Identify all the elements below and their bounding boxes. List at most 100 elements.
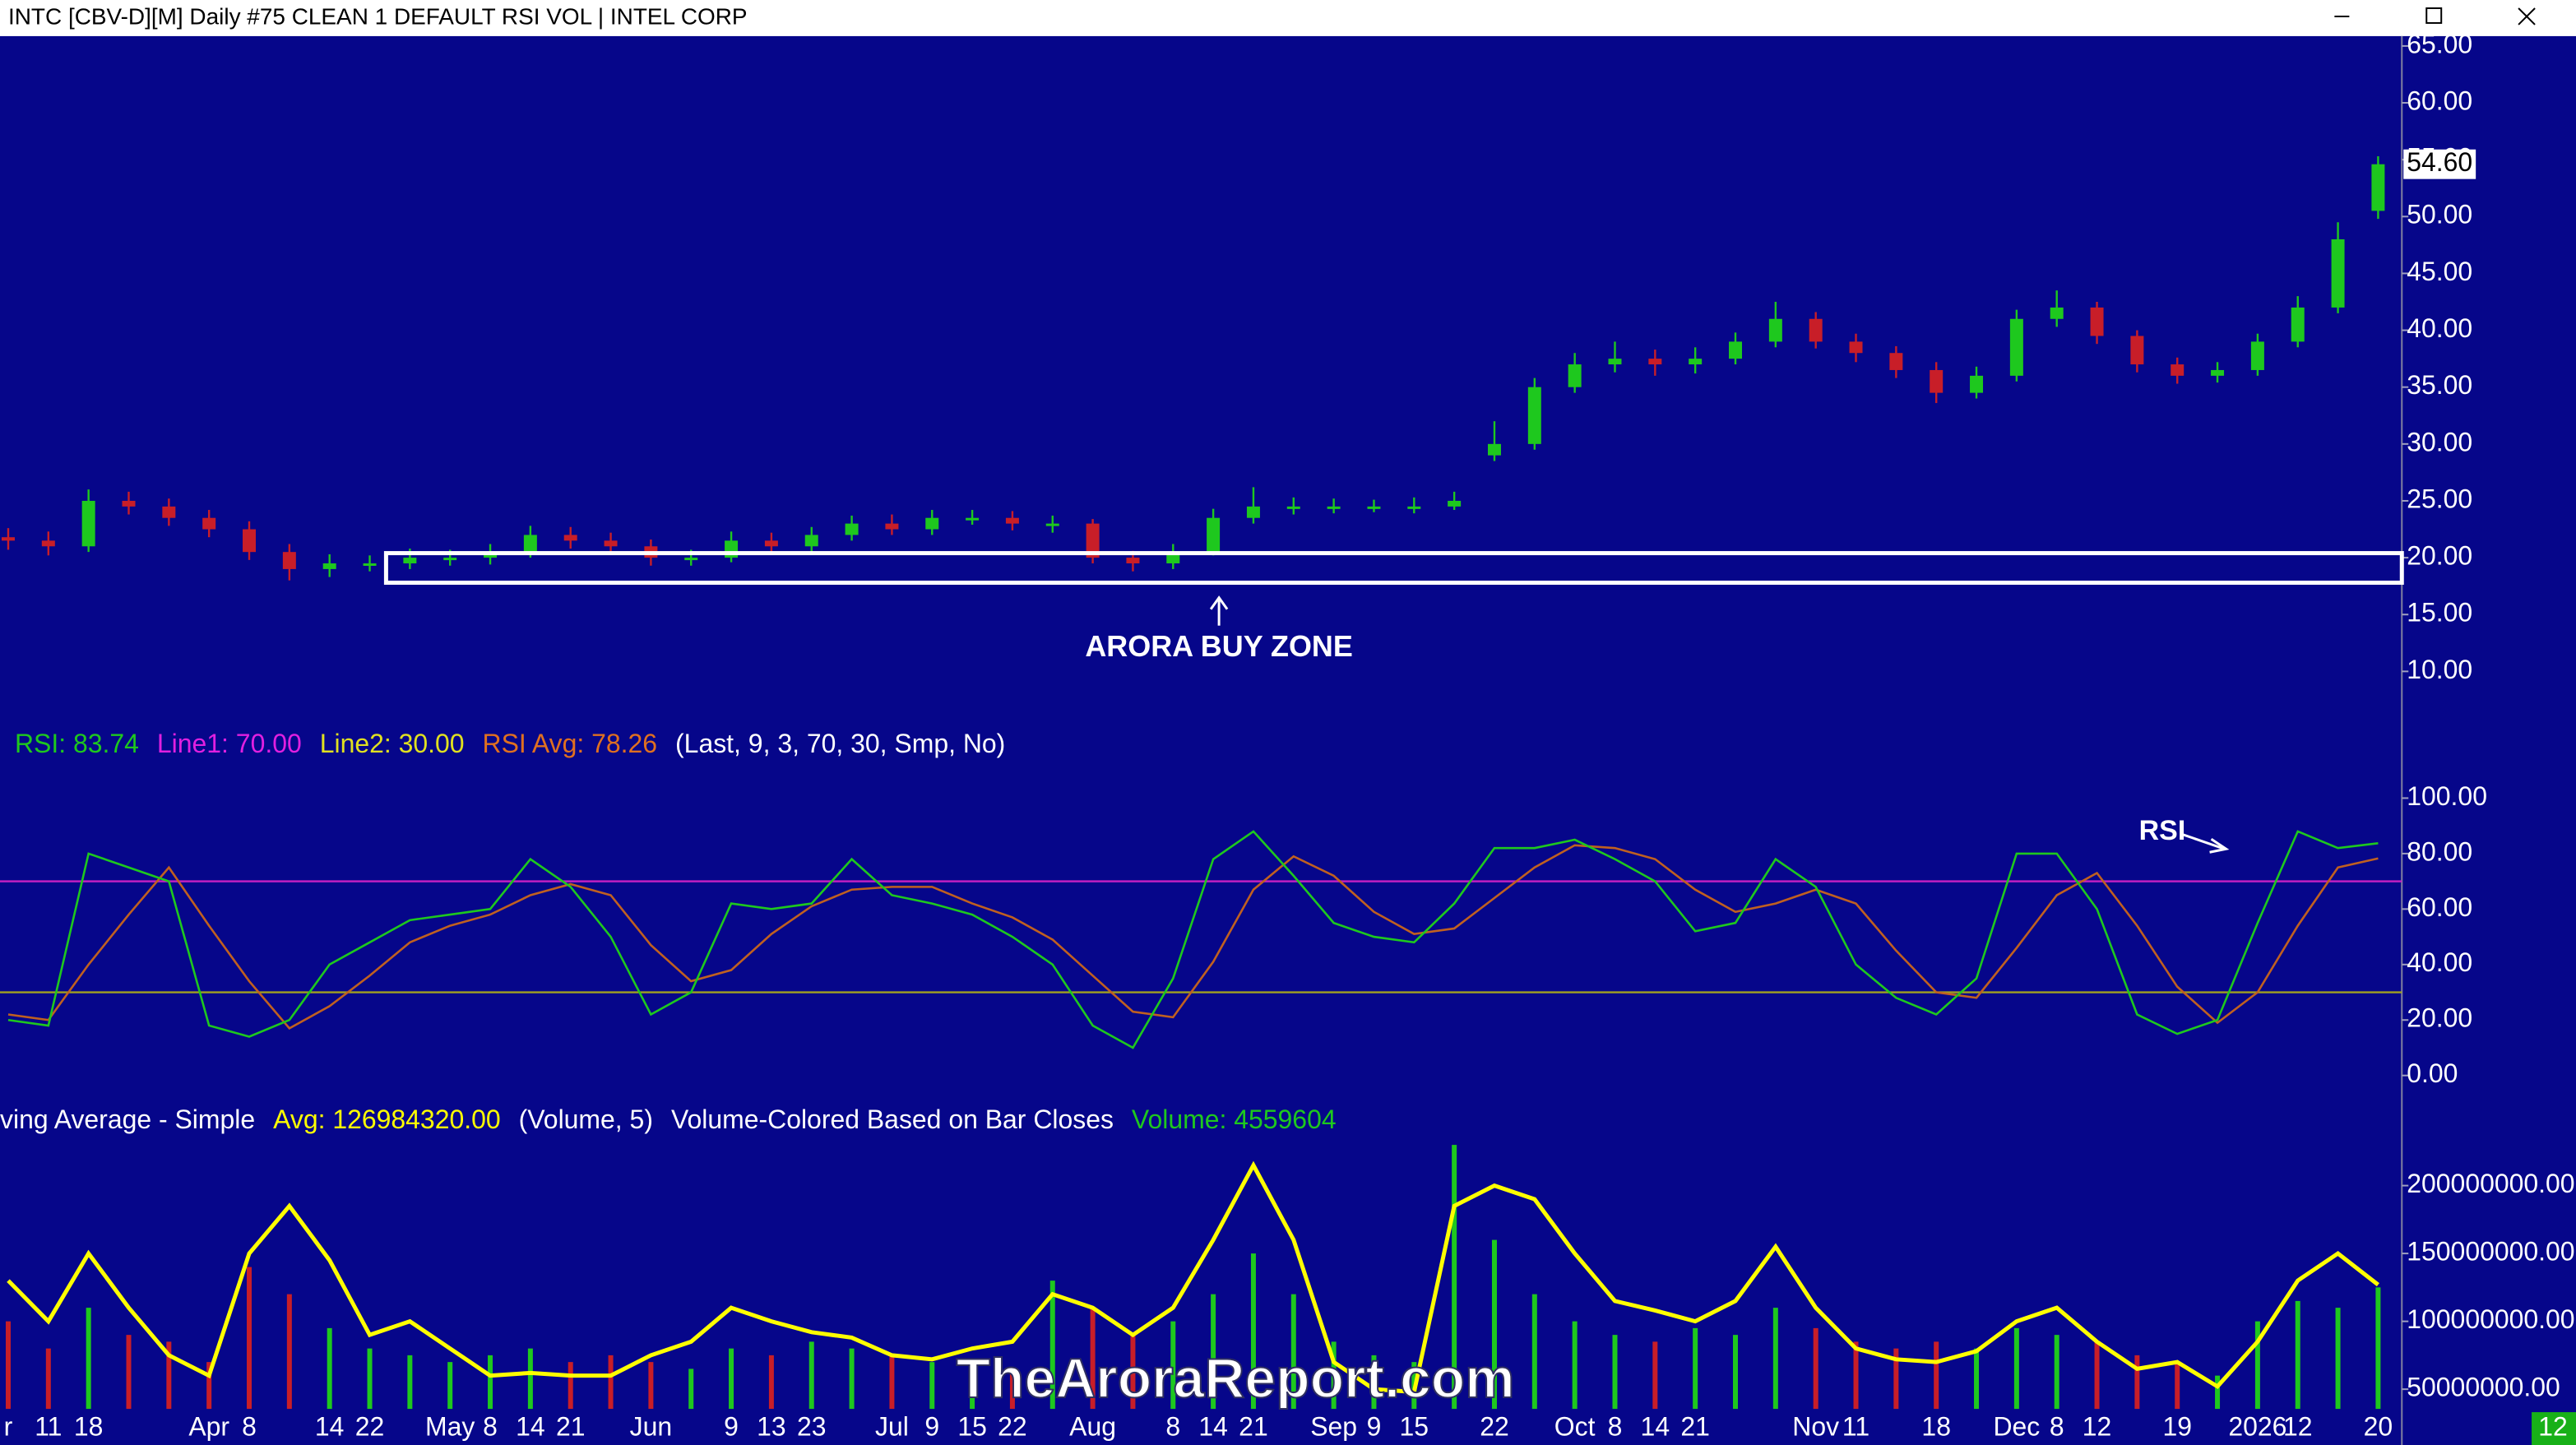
candle-body (2291, 307, 2305, 342)
candle-body (243, 529, 257, 553)
legend-entry: Avg: 126984320.00 (273, 1105, 501, 1134)
volume-bar (2175, 1362, 2180, 1410)
y-tick-label: 60.00 (2407, 892, 2472, 922)
candle-body (2371, 164, 2385, 211)
y-tick-label: 65.00 (2407, 29, 2472, 58)
x-tick-label: Dec (1993, 1411, 2040, 1441)
candle-body (523, 535, 537, 553)
y-tick-label: 20.00 (2407, 1003, 2472, 1033)
candle-body (2250, 341, 2264, 370)
candle-body (1207, 517, 1221, 553)
candle-body (764, 540, 778, 547)
volume-bar (2295, 1300, 2300, 1410)
volume-bar (327, 1327, 332, 1410)
volume-bar (1130, 1335, 1136, 1410)
candle-body (804, 535, 818, 547)
candle-body (1448, 500, 1462, 507)
volume-bar (849, 1348, 855, 1410)
volume-bar (488, 1355, 493, 1410)
rsi-arrowhead (2209, 838, 2230, 854)
candle-body (604, 540, 618, 547)
candle-body (1527, 387, 1541, 444)
x-tick-label: 12 (2283, 1411, 2313, 1441)
volume-bar (1090, 1308, 1096, 1410)
x-tick-label: 14 (1641, 1411, 1670, 1441)
candle-body (282, 552, 296, 569)
watermark: TheAroraReport.com (957, 1348, 1515, 1410)
candle-body (1487, 443, 1501, 456)
volume-bar (1049, 1281, 1055, 1410)
candle-body (2211, 369, 2225, 376)
candle-body (1768, 318, 1782, 342)
y-tick-label: 15.00 (2407, 598, 2472, 628)
volume-bar (1853, 1341, 1859, 1410)
x-tick-label: 14 (516, 1411, 545, 1441)
y-tick-label: 35.00 (2407, 370, 2472, 400)
volume-bar (1572, 1321, 1578, 1410)
volume-bar (1452, 1145, 1457, 1410)
candle-body (1407, 506, 1421, 509)
x-tick-label: Sep (1310, 1411, 1357, 1441)
x-tick-label: 8 (483, 1411, 498, 1441)
x-tick-label: Aug (1069, 1411, 1116, 1441)
x-tick-label: Jun (630, 1411, 673, 1441)
x-tick-label: 9 (1367, 1411, 1382, 1441)
candle-body (1648, 359, 1662, 365)
x-tick-label: 8 (1165, 1411, 1180, 1441)
volume-bar (2215, 1375, 2221, 1410)
y-tick-label: 40.00 (2407, 947, 2472, 977)
x-tick-label: 9 (724, 1411, 739, 1441)
volume-bar (1531, 1294, 1537, 1410)
x-tick-label: Nov (1792, 1411, 1839, 1441)
legend-entry: (Volume, 5) (519, 1105, 653, 1134)
corner-box (2532, 1412, 2576, 1445)
volume-bar (1652, 1341, 1658, 1410)
volume-bar (1009, 1369, 1015, 1410)
candle-body (845, 523, 859, 535)
x-tick-label: 13 (757, 1411, 786, 1441)
y-tick-label: 20.00 (2407, 541, 2472, 571)
x-tick-label: 18 (74, 1411, 104, 1441)
last-price-label: 54.60 (2407, 147, 2472, 177)
volume-bar (1250, 1253, 1256, 1410)
legend-entry: Line1: 70.00 (157, 729, 302, 758)
volume-bar (768, 1355, 774, 1410)
volume-bar (1290, 1294, 1296, 1410)
rsi-arrow (2181, 832, 2226, 850)
candle-body (202, 517, 216, 530)
candle-body (322, 563, 336, 569)
x-tick-label: 11 (1842, 1411, 1869, 1441)
volume-bar (45, 1348, 51, 1410)
candle-body (1126, 558, 1140, 564)
volume-bar (2013, 1327, 2019, 1410)
candle-body (2130, 336, 2144, 365)
volume-bar (2375, 1287, 2381, 1410)
volume-bar (2094, 1341, 2100, 1410)
legend-entry: Volume-Colored Based on Bar Closes (671, 1105, 1114, 1134)
volume-bar (608, 1355, 614, 1410)
candle-body (403, 558, 417, 564)
candle-body (885, 523, 899, 530)
volume-bar (407, 1355, 413, 1410)
candle-body (1809, 318, 1823, 342)
maximize-button[interactable] (2425, 7, 2443, 24)
x-tick-label: 15 (957, 1411, 987, 1441)
volume-bar (2134, 1355, 2140, 1410)
y-tick-label: 45.00 (2407, 257, 2472, 286)
volume-bar (1893, 1348, 1899, 1410)
y-tick-label: 100.00 (2407, 781, 2487, 811)
volume-bar (1813, 1327, 1818, 1410)
volume-bar (2335, 1308, 2341, 1410)
volume-bar (527, 1348, 533, 1410)
close-button[interactable] (2518, 7, 2536, 25)
volume-bar (808, 1341, 814, 1410)
x-tick-label: 12 (2083, 1411, 2112, 1441)
x-tick-label: 9 (924, 1411, 939, 1441)
volume-bar (1170, 1321, 1176, 1410)
y-tick-label: 150000000.00 (2407, 1237, 2574, 1267)
volume-bar (1733, 1335, 1739, 1410)
x-tick-label: 22 (998, 1411, 1027, 1441)
y-tick-label: 80.00 (2407, 836, 2472, 866)
volume-bar (1772, 1308, 1778, 1410)
